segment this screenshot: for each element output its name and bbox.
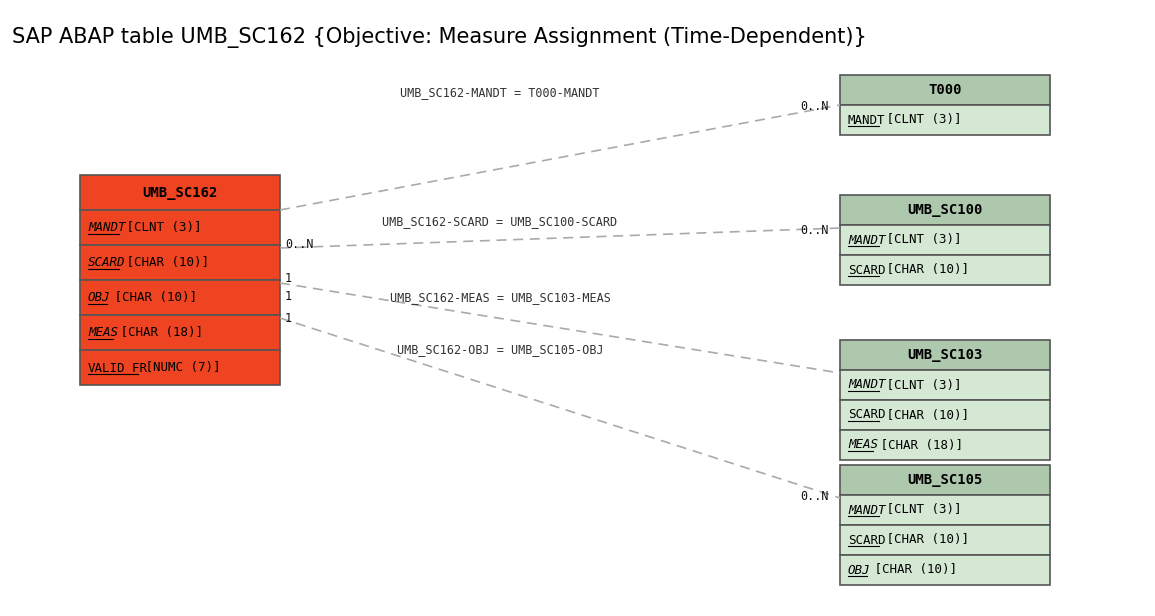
Bar [80,315,280,350]
Text: MANDT: MANDT [848,233,886,246]
Bar [80,280,280,315]
Text: T000: T000 [929,83,962,97]
Text: [CLNT (3)]: [CLNT (3)] [879,378,961,392]
Text: [CLNT (3)]: [CLNT (3)] [879,233,961,246]
Text: MANDT: MANDT [848,503,886,516]
Text: OBJ: OBJ [88,291,111,304]
Bar [840,75,1050,105]
Bar [840,255,1050,285]
Text: 0..N: 0..N [800,224,828,237]
Text: [CHAR (10)]: [CHAR (10)] [879,408,969,421]
Text: [CHAR (18)]: [CHAR (18)] [873,439,963,452]
Text: [CHAR (10)]: [CHAR (10)] [119,256,209,269]
Text: UMB_SC162-MEAS = UMB_SC103-MEAS: UMB_SC162-MEAS = UMB_SC103-MEAS [389,291,611,304]
Bar [840,340,1050,370]
Text: [CLNT (3)]: [CLNT (3)] [879,503,961,516]
Text: [CHAR (10)]: [CHAR (10)] [866,564,956,577]
Text: [CLNT (3)]: [CLNT (3)] [879,113,961,126]
Bar [840,525,1050,555]
Text: UMB_SC162-OBJ = UMB_SC105-OBJ: UMB_SC162-OBJ = UMB_SC105-OBJ [396,344,603,357]
Text: SCARD: SCARD [88,256,126,269]
Text: 1: 1 [285,290,292,302]
Text: UMB_SC162: UMB_SC162 [142,185,217,200]
Text: MEAS: MEAS [88,326,118,339]
Bar [840,430,1050,460]
Text: 0..N: 0..N [800,100,828,113]
Text: UMB_SC105: UMB_SC105 [908,473,983,487]
Text: 0..N: 0..N [800,490,828,503]
Text: MEAS: MEAS [848,439,878,452]
Bar [840,465,1050,495]
Text: MANDT: MANDT [848,113,886,126]
Text: 0..N: 0..N [285,238,313,251]
Bar [840,400,1050,430]
Bar [80,210,280,245]
Text: UMB_SC100: UMB_SC100 [908,203,983,217]
Text: SCARD: SCARD [848,408,886,421]
Text: SAP ABAP table UMB_SC162 {Objective: Measure Assignment (Time-Dependent)}: SAP ABAP table UMB_SC162 {Objective: Mea… [12,28,866,49]
Text: 1: 1 [285,312,292,325]
Bar [80,245,280,280]
Text: [NUMC (7)]: [NUMC (7)] [137,361,221,374]
Text: SCARD: SCARD [848,533,886,546]
Text: OBJ: OBJ [848,564,871,577]
Bar [840,105,1050,135]
Text: [CLNT (3)]: [CLNT (3)] [119,221,201,234]
Text: [CHAR (18)]: [CHAR (18)] [113,326,203,339]
Bar [840,370,1050,400]
Bar [80,350,280,385]
Text: UMB_SC162-SCARD = UMB_SC100-SCARD: UMB_SC162-SCARD = UMB_SC100-SCARD [382,216,618,229]
Bar [80,175,280,210]
Text: VALID_FR: VALID_FR [88,361,148,374]
Text: MANDT: MANDT [848,378,886,392]
Text: [CHAR (10)]: [CHAR (10)] [106,291,196,304]
Text: MANDT: MANDT [88,221,126,234]
Text: SCARD: SCARD [848,264,886,277]
Text: 1: 1 [285,272,292,285]
Text: UMB_SC103: UMB_SC103 [908,348,983,362]
Text: [CHAR (10)]: [CHAR (10)] [879,264,969,277]
Bar [840,225,1050,255]
Bar [840,195,1050,225]
Text: [CHAR (10)]: [CHAR (10)] [879,533,969,546]
Bar [840,555,1050,585]
Bar [840,495,1050,525]
Text: UMB_SC162-MANDT = T000-MANDT: UMB_SC162-MANDT = T000-MANDT [401,86,599,100]
